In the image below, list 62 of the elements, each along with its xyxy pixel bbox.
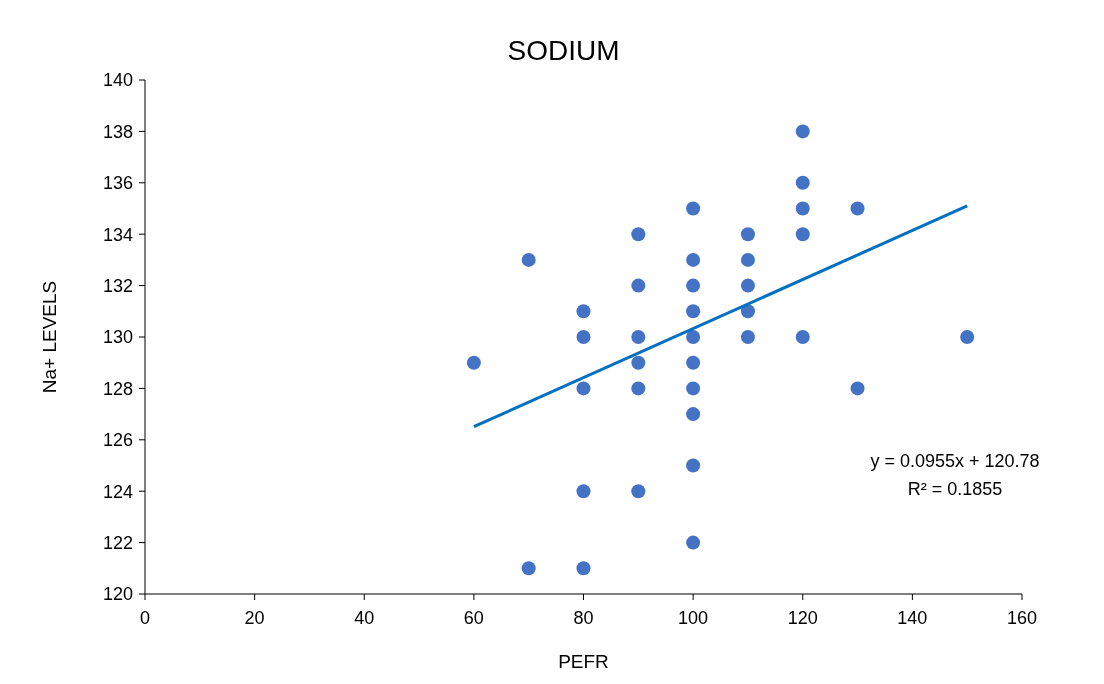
y-tick-label: 138 — [102, 121, 133, 142]
point — [576, 330, 591, 344]
point — [850, 381, 865, 396]
point — [576, 561, 591, 576]
point — [795, 201, 810, 216]
annotation: R² = 0.1855 — [907, 479, 1003, 499]
point — [521, 252, 536, 267]
x-tick-label: 40 — [354, 608, 375, 628]
point — [795, 175, 810, 190]
x-axis-title: PEFR — [558, 651, 609, 672]
point — [466, 355, 481, 370]
point — [686, 381, 701, 396]
annotation: y = 0.0955x + 120.78 — [870, 451, 1040, 471]
point — [631, 381, 646, 396]
point — [521, 561, 536, 576]
y-tick-label: 124 — [102, 481, 133, 502]
y-tick-label: 130 — [102, 327, 133, 348]
y-tick-label: 128 — [102, 378, 133, 399]
y-tick-label: 134 — [102, 224, 133, 245]
point — [686, 330, 701, 344]
point — [686, 252, 701, 267]
point — [576, 484, 591, 499]
x-tick-label: 60 — [463, 608, 484, 628]
y-tick-label: 122 — [102, 532, 133, 553]
point — [740, 330, 755, 344]
point — [631, 227, 646, 242]
point — [795, 124, 810, 139]
point — [795, 330, 810, 344]
x-tick-label: 140 — [897, 608, 928, 628]
point — [740, 278, 755, 293]
x-tick-label: 0 — [139, 608, 151, 628]
point — [686, 458, 701, 473]
point — [795, 227, 810, 242]
x-tick-label: 80 — [573, 608, 594, 628]
point — [631, 278, 646, 293]
x-tick-label: 160 — [1006, 608, 1038, 628]
point — [850, 201, 865, 216]
y-axis-title: Na+ LEVELS — [39, 280, 60, 394]
point — [686, 278, 701, 293]
point — [576, 304, 591, 319]
point — [686, 304, 701, 319]
point — [686, 201, 701, 216]
y-tick-label: 136 — [102, 173, 133, 194]
y-tick-label: 132 — [102, 275, 133, 296]
chart-title: SODIUM — [507, 35, 620, 66]
x-tick-label: 100 — [678, 608, 709, 628]
point — [686, 355, 701, 370]
point — [740, 304, 755, 319]
point — [686, 535, 701, 550]
x-tick-label: 120 — [787, 608, 818, 628]
x-tick-label: 20 — [244, 608, 265, 628]
y-tick-label: 126 — [102, 430, 133, 451]
point — [740, 227, 755, 242]
point — [686, 407, 701, 422]
y-tick-label: 140 — [102, 70, 133, 91]
y-tick-label: 120 — [102, 584, 133, 605]
point — [740, 252, 755, 267]
point — [576, 381, 591, 396]
point — [631, 330, 646, 344]
point — [631, 355, 646, 370]
point — [960, 330, 975, 344]
point — [631, 484, 646, 499]
